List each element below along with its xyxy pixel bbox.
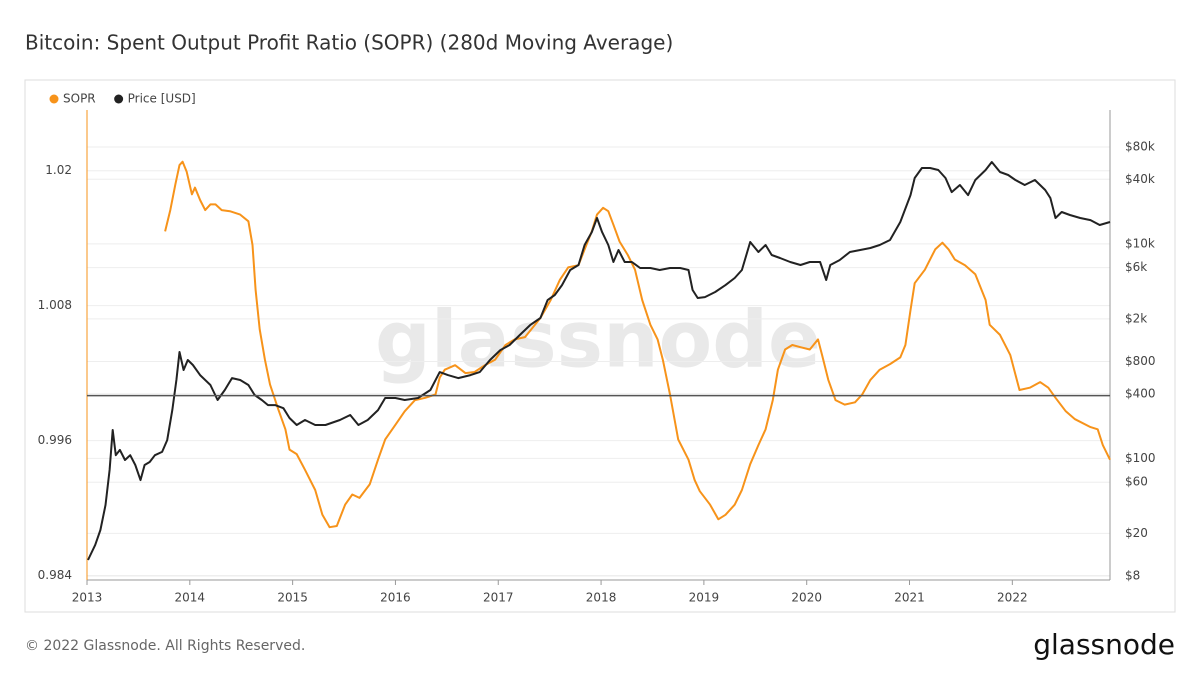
legend-label: Price [USD] [128,92,196,106]
x-tick-label: 2022 [997,591,1028,605]
y2-tick-label: $800 [1125,354,1156,368]
x-tick-label: 2016 [380,591,411,605]
y2-tick-label: $400 [1125,386,1156,400]
y2-tick-label: $60 [1125,475,1148,489]
x-tick-label: 2015 [277,591,308,605]
y2-tick-label: $10k [1125,236,1155,250]
chart-title: Bitcoin: Spent Output Profit Ratio (SOPR… [25,31,673,55]
x-tick-label: 2017 [483,591,514,605]
y-tick-label: 1.008 [38,298,72,312]
watermark: glassnode [375,295,821,385]
y2-tick-label: $8 [1125,569,1140,583]
y2-tick-label: $6k [1125,260,1147,274]
legend-marker [114,94,124,104]
legend-label: SOPR [63,92,96,106]
y2-tick-label: $40k [1125,172,1155,186]
logo: glassnode [1033,628,1175,661]
legend-marker [49,94,59,104]
y2-tick-label: $20 [1125,526,1148,540]
x-tick-label: 2018 [586,591,617,605]
y2-tick-label: $80k [1125,139,1155,153]
y2-tick-label: $2k [1125,311,1147,325]
x-tick-label: 2019 [689,591,720,605]
x-tick-label: 2020 [791,591,822,605]
x-tick-label: 2021 [894,591,925,605]
y-tick-label: 0.984 [38,568,72,582]
y-tick-label: 1.02 [45,163,72,177]
x-tick-label: 2014 [175,591,206,605]
series-line [164,160,1111,529]
chart-frame [24,79,1176,613]
copyright: © 2022 Glassnode. All Rights Reserved. [25,638,305,654]
y2-tick-label: $100 [1125,451,1156,465]
x-tick-label: 2013 [72,591,103,605]
series-line [87,161,1111,561]
y-tick-label: 0.996 [38,433,72,447]
